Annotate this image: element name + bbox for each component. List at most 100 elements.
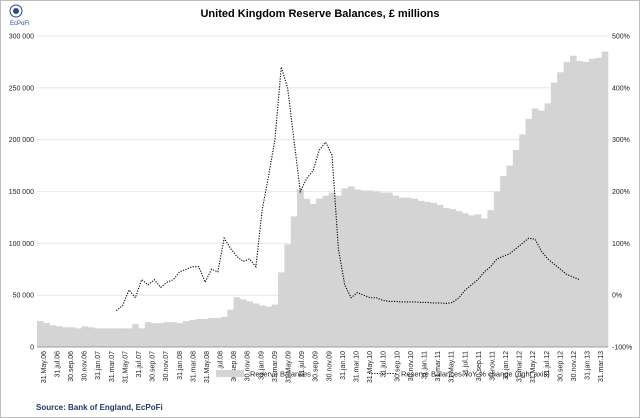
chart-title: United Kingdom Reserve Balances, £ milli… xyxy=(200,8,439,20)
x-tick-label: 30.nov.10 xyxy=(408,351,415,381)
x-tick-label: 31.mar.13 xyxy=(598,351,605,382)
bar-reserve-balances xyxy=(354,189,361,347)
x-tick-label: 31.mar.10 xyxy=(353,351,360,382)
x-tick-label: 30.sep.10 xyxy=(394,351,401,382)
bar-reserve-balances xyxy=(430,202,437,347)
x-tick-label: 30.nov.12 xyxy=(571,351,578,381)
left-axis-ticks: 0 50 000 100 000 150 000 200 000 250 000 300 0… xyxy=(9,34,34,352)
bar-reserve-balances xyxy=(163,322,171,347)
right-tick-label: 0% xyxy=(612,293,622,300)
bar-reserve-balances xyxy=(195,319,203,347)
bar-reserve-balances xyxy=(411,198,418,347)
bar-reserve-balances xyxy=(119,328,127,347)
x-axis-ticks: 31.May.06 31.jul.06 30.sep.06 30.nov.06 31.j… xyxy=(41,351,605,383)
bar-reserve-balances xyxy=(309,203,317,347)
bar-reserve-balances xyxy=(385,192,393,347)
bar-reserve-balances xyxy=(588,58,596,347)
x-tick-label: 31.jul.06 xyxy=(54,351,61,378)
bar-reserve-balances xyxy=(379,192,387,347)
right-tick-label: -100% xyxy=(612,345,632,352)
logo-text: EcPoFi xyxy=(10,21,29,27)
x-tick-label: 30.nov.09 xyxy=(326,351,333,381)
bar-reserve-balances xyxy=(68,327,76,347)
x-tick-label: 31.May.09 xyxy=(286,351,293,383)
bar-reserve-balances xyxy=(94,328,101,347)
left-tick-label: 0 xyxy=(30,345,34,352)
bar-reserve-balances xyxy=(43,323,50,347)
x-tick-label: 30.sep.08 xyxy=(231,351,238,382)
x-tick-label: 31.jul.08 xyxy=(218,351,225,378)
bar-reserve-balances xyxy=(366,190,374,347)
x-tick-label: 30.nov.06 xyxy=(82,351,89,381)
bar-reserve-balances xyxy=(189,320,196,347)
x-tick-label: 31.mar.11 xyxy=(435,351,442,382)
right-tick-label: 300% xyxy=(612,137,630,144)
bar-reserve-balances xyxy=(138,328,146,347)
ecpofi-logo: EcPoFi xyxy=(9,4,29,27)
bar-reserve-balances xyxy=(417,200,425,347)
bar-reserve-balances xyxy=(582,61,590,348)
x-tick-label: 31.jul.12 xyxy=(544,351,551,378)
legend-label-yoy: Reserve Balances YoY % change (right axi… xyxy=(401,370,550,379)
x-tick-label: 31.mar.09 xyxy=(272,351,279,382)
legend-label-reserve-balances: Reserve Balances xyxy=(250,370,311,379)
bar-reserve-balances xyxy=(240,299,247,347)
left-tick-label: 200 000 xyxy=(9,137,34,144)
bar-reserve-balances xyxy=(569,55,577,348)
bar-reserve-balances xyxy=(322,195,330,347)
left-tick-label: 100 000 xyxy=(9,241,34,248)
source-note: Source: Bank of England, EcPoFi xyxy=(36,403,163,412)
bar-reserve-balances xyxy=(576,60,583,347)
bar-reserve-balances xyxy=(144,322,152,347)
x-tick-label: 31.May.07 xyxy=(122,351,129,383)
x-tick-label: 30.nov.07 xyxy=(163,351,170,381)
bar-reserve-balances xyxy=(303,198,311,347)
x-tick-label: 30.nov.08 xyxy=(245,351,252,381)
bar-reserve-balances xyxy=(436,204,444,347)
bar-reserve-balances xyxy=(182,321,190,347)
bar-reserve-balances xyxy=(347,186,355,347)
bar-reserve-balances xyxy=(531,108,539,347)
bar-reserve-balances xyxy=(214,317,222,347)
x-tick-label: 31.jul.09 xyxy=(299,351,306,378)
x-tick-label: 31.May.08 xyxy=(204,351,211,383)
x-tick-label: 31.jan.11 xyxy=(421,351,428,379)
bar-reserve-balances xyxy=(106,328,114,347)
bar-reserve-balances xyxy=(75,328,82,347)
bar-reserve-balances xyxy=(227,309,234,347)
bar-reserve-balances xyxy=(201,319,209,347)
bar-reserve-balances xyxy=(601,51,609,348)
bar-reserve-balances xyxy=(49,325,57,347)
bar-reserve-balances xyxy=(500,175,507,347)
bar-reserve-balances xyxy=(341,188,349,347)
bar-reserve-balances xyxy=(398,197,406,347)
x-tick-label: 31.mar.08 xyxy=(190,351,197,382)
bar-reserve-balances xyxy=(506,165,514,347)
bar-reserve-balances xyxy=(462,213,469,347)
bar-reserve-balances xyxy=(208,317,215,347)
bar-reserve-balances xyxy=(538,110,545,347)
x-tick-label: 30.sep.11 xyxy=(476,351,483,381)
bar-reserve-balances xyxy=(474,214,482,347)
bar-reserve-balances xyxy=(449,209,457,347)
x-tick-label: 31.jul.10 xyxy=(381,351,388,378)
bar-reserve-balances xyxy=(125,328,133,347)
bar-reserve-balances xyxy=(220,316,228,347)
x-tick-label: 31.jan.13 xyxy=(585,351,592,380)
legend-swatch-reserve-balances xyxy=(216,370,244,377)
left-tick-label: 250 000 xyxy=(9,85,34,92)
bar-reserve-balances xyxy=(170,322,177,347)
bar-reserve-balances xyxy=(550,82,558,348)
bar-reserve-balances xyxy=(316,198,323,347)
bar-reserve-balances xyxy=(468,215,476,347)
left-tick-label: 150 000 xyxy=(9,189,34,196)
legend: Reserve Balances Reserve Balances YoY % … xyxy=(216,370,550,379)
x-tick-label: 31.May.12 xyxy=(530,351,537,383)
bar-reserve-balances xyxy=(100,328,108,347)
bar-reserve-balances xyxy=(87,327,95,347)
bar-reserve-balances xyxy=(56,326,63,347)
bar-reserve-balances xyxy=(278,272,285,347)
bar-reserve-balances xyxy=(265,306,273,347)
bar-reserve-balances xyxy=(151,323,158,347)
